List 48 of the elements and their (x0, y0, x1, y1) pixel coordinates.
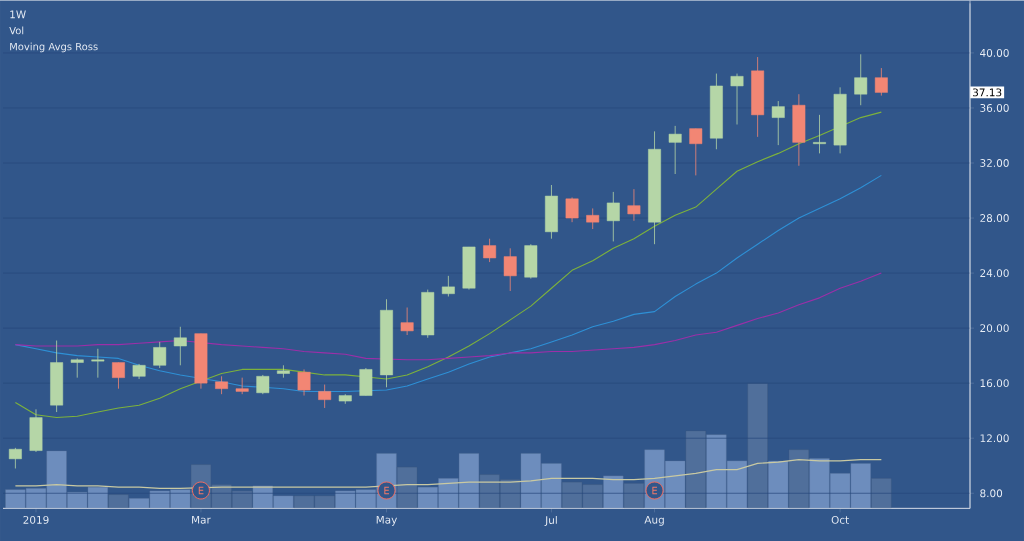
candlestick (112, 361, 125, 389)
x-tick-label: Oct (831, 515, 849, 524)
candlestick (173, 326, 187, 366)
candlestick (668, 125, 682, 175)
candlestick (813, 114, 826, 154)
candlestick (565, 196, 579, 223)
candlestick (730, 72, 744, 125)
x-tick-label: Mar (192, 515, 211, 524)
annotation: Moving Avgs Ross (10, 42, 98, 53)
y-tick-label: 24.00 (980, 268, 1009, 277)
x-tick-label: May (376, 515, 398, 526)
candlestick (276, 364, 290, 378)
candlestick (318, 383, 332, 409)
annotation: E (652, 486, 658, 494)
candlestick (689, 128, 703, 176)
candlestick (70, 357, 84, 378)
candlestick (235, 377, 249, 395)
candlestick (771, 100, 785, 146)
candlestick (483, 238, 497, 263)
annotation: E (384, 486, 390, 494)
candlestick (606, 191, 620, 242)
candlestick (627, 188, 641, 222)
candlestick (441, 275, 455, 297)
candlestick (256, 374, 270, 395)
y-tick-label: 28.00 (980, 213, 1009, 222)
candlestick (503, 247, 517, 292)
y-tick-label: 36.00 (980, 103, 1009, 112)
y-tick-label: 40.00 (980, 48, 1009, 57)
candlestick (153, 341, 167, 369)
candlestick (8, 447, 22, 469)
x-tick-label: Jul (544, 515, 557, 526)
candlestick (854, 53, 868, 106)
candlestick (874, 67, 888, 96)
text: 1W (10, 10, 26, 19)
annotation: Vol (9, 26, 24, 35)
annotation: E (198, 486, 204, 494)
y-tick-label: 12.00 (980, 434, 1009, 442)
candlestick (297, 368, 311, 396)
y-tick-label: 20.00 (980, 323, 1009, 332)
x-tick-label: Aug (644, 515, 664, 526)
x-tick-label: 2019 (23, 515, 49, 524)
candlestick (586, 207, 600, 230)
y-tick-label: 8.00 (980, 489, 1003, 498)
text: 37.13 (972, 88, 1002, 97)
candlestick (91, 348, 105, 378)
y-tick-label: 16.00 (980, 379, 1009, 387)
y-tick-label: 32.00 (980, 158, 1009, 167)
candlestick (400, 306, 414, 336)
